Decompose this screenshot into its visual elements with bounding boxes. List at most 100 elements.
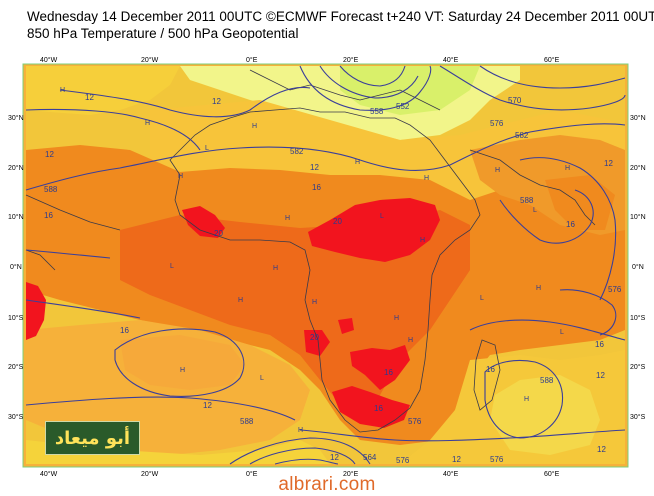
svg-text:H: H (238, 297, 243, 304)
contour-label: 16 (374, 404, 383, 413)
svg-text:L: L (560, 329, 564, 336)
lat-label: 30°S (8, 413, 24, 421)
svg-text:L: L (533, 207, 537, 214)
lon-label: 20°E (343, 56, 359, 64)
svg-text:L: L (170, 263, 174, 270)
lat-label: 10°N (630, 213, 646, 221)
lat-label: 0°N (632, 263, 644, 271)
contour-label: 12 (203, 401, 212, 410)
contour-label: 16 (486, 365, 495, 374)
coastlines (25, 69, 596, 433)
contour-label: 570 (508, 96, 522, 105)
contour-label: 12 (330, 453, 339, 462)
contour-label: 16 (595, 340, 604, 349)
latitude-labels-left: 30°N 20°N 10°N 0°N 10°S 20°S 30°S (8, 114, 24, 421)
svg-text:H: H (273, 265, 278, 272)
contour-label: 576 (490, 455, 504, 464)
lon-label: 0°E (246, 56, 258, 64)
lon-label: 60°E (544, 56, 560, 64)
contour-label: 576 (490, 119, 504, 128)
contour-label: 558 (370, 107, 384, 116)
map-title-line-1: Wednesday 14 December 2011 00UTC ©ECMWF … (27, 9, 654, 24)
contour-label: 16 (44, 211, 53, 220)
lat-label: 10°N (8, 213, 24, 221)
contour-label: 582 (290, 147, 304, 156)
contour-label: 16 (120, 326, 129, 335)
svg-text:H: H (420, 237, 425, 244)
contour-label: 20 (310, 333, 319, 342)
svg-text:H: H (298, 427, 303, 434)
lon-label: 20°E (343, 470, 359, 478)
svg-text:H: H (252, 123, 257, 130)
lon-label: 20°W (141, 470, 159, 478)
lat-label: 20°S (8, 363, 24, 371)
svg-text:L: L (380, 213, 384, 220)
lat-label: 0°N (10, 263, 22, 271)
temperature-fields (26, 66, 625, 464)
contour-label: 12 (310, 163, 319, 172)
lon-label: 40°W (40, 56, 58, 64)
contour-label: 12 (604, 159, 613, 168)
lon-label: 40°E (443, 470, 459, 478)
watermark-text: albrari.com (278, 474, 376, 495)
svg-text:H: H (180, 367, 185, 374)
contour-label: 20 (333, 217, 342, 226)
contour-label: 588 (44, 185, 58, 194)
contour-label: 16 (312, 183, 321, 192)
pressure-markers: H H L H H H H H H L H L H H L H H H L H … (60, 87, 570, 434)
contour-label: 16 (384, 368, 393, 377)
contour-label: 12 (212, 97, 221, 106)
lon-label: 40°E (443, 56, 459, 64)
lat-label: 20°S (630, 363, 646, 371)
lon-label: 40°W (40, 470, 58, 478)
site-logo: أبو ميعاد (45, 421, 140, 455)
contour-label: 12 (596, 371, 605, 380)
svg-text:L: L (205, 145, 209, 152)
svg-text:H: H (60, 87, 65, 94)
svg-text:H: H (145, 120, 150, 127)
contour-label: 552 (396, 102, 410, 111)
contour-label: 582 (515, 131, 529, 140)
longitude-labels-bottom: 40°W 20°W 0°E 20°E 40°E 60°E (40, 470, 560, 478)
svg-text:H: H (495, 167, 500, 174)
svg-text:H: H (536, 285, 541, 292)
contour-labels: 12 12 12 12 16 16 16 16 20 20 20 16 12 1… (44, 93, 622, 465)
lat-label: 30°N (8, 114, 24, 122)
contour-label: 12 (45, 150, 54, 159)
map-title-line-2: 850 hPa Temperature / 500 hPa Geopotenti… (27, 26, 299, 41)
svg-text:L: L (260, 375, 264, 382)
svg-text:H: H (524, 396, 529, 403)
lon-label: 20°W (141, 56, 159, 64)
svg-text:H: H (408, 337, 413, 344)
lon-label: 0°E (246, 470, 258, 478)
svg-text:H: H (424, 175, 429, 182)
contour-label: 576 (408, 417, 422, 426)
contour-label: 16 (566, 220, 575, 229)
lat-label: 30°N (630, 114, 646, 122)
svg-text:H: H (565, 165, 570, 172)
contour-label: 12 (597, 445, 606, 454)
lat-label: 10°S (630, 314, 646, 322)
longitude-labels-top: 40°W 20°W 0°E 20°E 40°E 60°E (40, 56, 560, 64)
lat-label: 20°N (630, 164, 646, 172)
contour-label: 12 (85, 93, 94, 102)
lat-label: 10°S (8, 314, 24, 322)
lon-label: 60°E (544, 470, 560, 478)
contour-label: 576 (396, 456, 410, 465)
svg-text:H: H (178, 173, 183, 180)
geopotential-contours (25, 65, 626, 465)
contour-label: 588 (240, 417, 254, 426)
contour-label: 12 (452, 455, 461, 464)
contour-label: 564 (363, 453, 377, 462)
contour-label: 576 (608, 285, 622, 294)
contour-label: 588 (540, 376, 554, 385)
svg-text:H: H (355, 159, 360, 166)
latitude-labels-right: 30°N 20°N 10°N 0°N 10°S 20°S 30°S (630, 114, 646, 421)
lat-label: 20°N (8, 164, 24, 172)
contour-label: 588 (520, 196, 534, 205)
lat-label: 30°S (630, 413, 646, 421)
svg-text:H: H (394, 315, 399, 322)
svg-text:H: H (312, 299, 317, 306)
contour-label: 20 (214, 229, 223, 238)
